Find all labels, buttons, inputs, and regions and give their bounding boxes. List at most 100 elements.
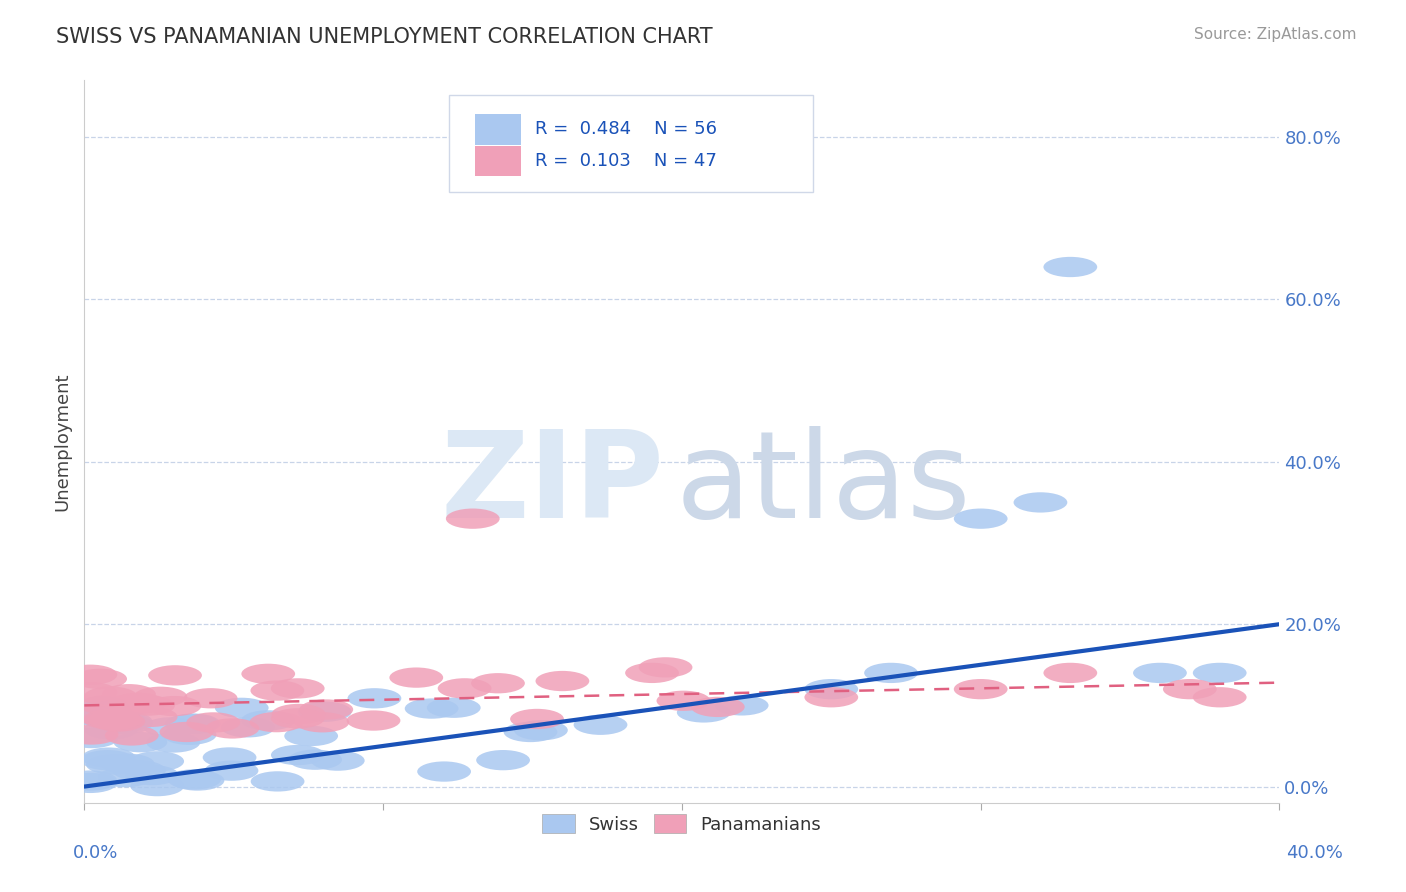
Ellipse shape: [103, 684, 156, 705]
Ellipse shape: [67, 704, 121, 724]
Ellipse shape: [77, 704, 132, 724]
Text: R =  0.484    N = 56: R = 0.484 N = 56: [534, 120, 717, 138]
Ellipse shape: [503, 722, 557, 742]
Ellipse shape: [953, 508, 1008, 529]
Ellipse shape: [125, 765, 179, 785]
Ellipse shape: [167, 769, 221, 789]
Ellipse shape: [112, 760, 166, 780]
Ellipse shape: [73, 706, 127, 727]
Text: SWISS VS PANAMANIAN UNEMPLOYMENT CORRELATION CHART: SWISS VS PANAMANIAN UNEMPLOYMENT CORRELA…: [56, 27, 713, 46]
Ellipse shape: [170, 771, 225, 790]
Text: Source: ZipAtlas.com: Source: ZipAtlas.com: [1194, 27, 1357, 42]
Ellipse shape: [657, 690, 710, 711]
Ellipse shape: [121, 696, 174, 715]
Ellipse shape: [134, 687, 187, 707]
Ellipse shape: [84, 719, 138, 739]
Ellipse shape: [63, 772, 117, 793]
Ellipse shape: [953, 679, 1008, 699]
Ellipse shape: [143, 717, 197, 738]
Ellipse shape: [202, 747, 256, 768]
Ellipse shape: [131, 776, 184, 797]
Text: atlas: atlas: [676, 426, 972, 543]
Ellipse shape: [389, 667, 443, 688]
Ellipse shape: [1043, 257, 1097, 277]
Legend: Swiss, Panamanians: Swiss, Panamanians: [536, 807, 828, 841]
Ellipse shape: [63, 771, 117, 790]
Ellipse shape: [446, 508, 499, 529]
Ellipse shape: [676, 702, 731, 723]
Ellipse shape: [804, 687, 858, 707]
Ellipse shape: [405, 698, 458, 719]
Ellipse shape: [114, 732, 167, 752]
Ellipse shape: [298, 702, 352, 722]
Ellipse shape: [165, 714, 218, 734]
Ellipse shape: [184, 688, 238, 708]
Ellipse shape: [83, 709, 136, 730]
Ellipse shape: [84, 687, 138, 706]
Ellipse shape: [187, 713, 240, 732]
Ellipse shape: [131, 751, 184, 772]
Ellipse shape: [82, 709, 135, 730]
Ellipse shape: [288, 749, 342, 770]
Ellipse shape: [1014, 492, 1067, 513]
Ellipse shape: [148, 665, 202, 685]
Ellipse shape: [347, 688, 401, 708]
Ellipse shape: [804, 679, 858, 699]
Ellipse shape: [80, 750, 135, 771]
Ellipse shape: [146, 732, 200, 753]
Ellipse shape: [1192, 663, 1247, 683]
Ellipse shape: [418, 762, 471, 781]
Ellipse shape: [249, 712, 304, 732]
Ellipse shape: [98, 714, 152, 734]
Ellipse shape: [242, 710, 295, 731]
Ellipse shape: [112, 693, 166, 714]
Ellipse shape: [536, 671, 589, 691]
Ellipse shape: [105, 725, 159, 746]
Ellipse shape: [1192, 687, 1247, 707]
FancyBboxPatch shape: [449, 95, 814, 193]
Ellipse shape: [515, 720, 568, 740]
Ellipse shape: [427, 698, 481, 718]
Ellipse shape: [89, 710, 142, 730]
Ellipse shape: [311, 750, 364, 771]
Ellipse shape: [471, 673, 524, 693]
Ellipse shape: [477, 750, 530, 771]
Ellipse shape: [76, 697, 129, 716]
Ellipse shape: [166, 714, 221, 734]
Ellipse shape: [510, 709, 564, 729]
Text: 40.0%: 40.0%: [1286, 844, 1343, 862]
Ellipse shape: [163, 724, 217, 745]
Text: R =  0.103    N = 47: R = 0.103 N = 47: [534, 153, 717, 170]
Ellipse shape: [124, 706, 177, 727]
Ellipse shape: [107, 694, 162, 714]
Ellipse shape: [101, 754, 155, 774]
Ellipse shape: [205, 761, 259, 780]
FancyBboxPatch shape: [475, 114, 520, 145]
Ellipse shape: [271, 708, 325, 729]
Ellipse shape: [271, 745, 325, 765]
Ellipse shape: [626, 663, 679, 683]
Ellipse shape: [1133, 663, 1187, 683]
Ellipse shape: [250, 681, 304, 701]
Ellipse shape: [91, 711, 145, 731]
Ellipse shape: [65, 724, 118, 745]
FancyBboxPatch shape: [475, 146, 520, 177]
Ellipse shape: [98, 711, 152, 731]
Ellipse shape: [271, 678, 325, 698]
Ellipse shape: [1163, 679, 1216, 699]
Ellipse shape: [159, 722, 214, 742]
Ellipse shape: [574, 714, 627, 735]
Ellipse shape: [714, 695, 769, 715]
Ellipse shape: [221, 717, 274, 738]
Ellipse shape: [271, 704, 325, 724]
Ellipse shape: [437, 678, 492, 698]
Ellipse shape: [284, 726, 337, 746]
Ellipse shape: [215, 698, 269, 718]
Ellipse shape: [86, 755, 139, 774]
Ellipse shape: [80, 695, 135, 715]
Ellipse shape: [638, 657, 692, 678]
Ellipse shape: [63, 665, 117, 685]
Ellipse shape: [347, 710, 401, 731]
Text: ZIP: ZIP: [440, 426, 664, 543]
Text: 0.0%: 0.0%: [73, 844, 118, 862]
